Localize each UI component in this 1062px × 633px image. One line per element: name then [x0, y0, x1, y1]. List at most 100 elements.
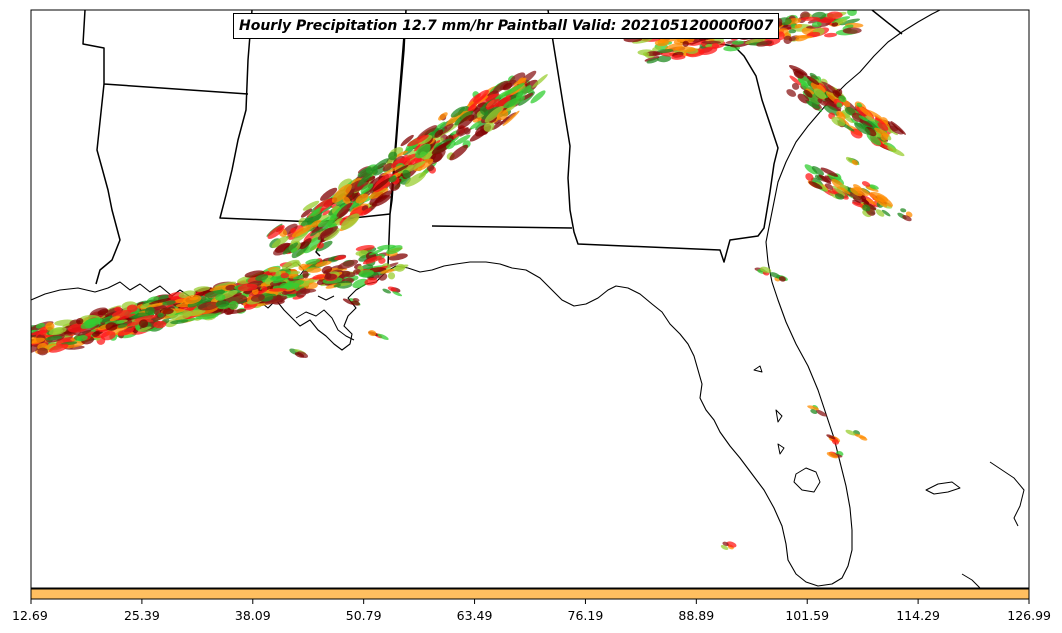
precip-blob: [358, 269, 374, 278]
precip-blob: [811, 21, 822, 28]
precip-blob: [800, 16, 821, 21]
precip-blob: [842, 27, 862, 34]
state-borders: [82, 10, 903, 285]
precip-blob: [138, 319, 149, 328]
precip-blob: [117, 323, 128, 328]
map-frame: [30, 9, 1030, 589]
precip-blob: [272, 277, 288, 284]
precip-blob: [237, 283, 258, 292]
precip-blob: [840, 187, 851, 195]
precip-blob: [162, 300, 176, 306]
precip-blob: [197, 301, 220, 311]
precip-blob: [345, 272, 356, 278]
precip-blob: [809, 72, 818, 80]
precip-blob: [863, 202, 877, 210]
precip-blob: [317, 213, 340, 227]
precip-blob: [756, 40, 773, 47]
precip-blob: [394, 150, 409, 158]
precip-blob: [418, 135, 433, 145]
precip-blob: [195, 313, 219, 320]
precip-blob: [101, 330, 116, 341]
precip-blob: [138, 326, 152, 332]
precip-blob: [352, 268, 361, 275]
precip-blob: [322, 210, 330, 216]
precip-blob: [306, 267, 322, 273]
precip-blob: [331, 183, 352, 203]
precip-blob: [484, 106, 504, 123]
precip-blob: [861, 181, 871, 187]
precip-blob: [225, 284, 236, 291]
precip-blob: [513, 77, 527, 86]
precip-blob: [323, 228, 340, 241]
precip-blob: [157, 312, 164, 318]
precip-blob: [364, 277, 378, 286]
precip-blob: [299, 287, 307, 292]
precip-blob: [321, 265, 333, 274]
colorbar-tick-label: 88.89: [678, 608, 714, 623]
precip-blob: [295, 289, 307, 298]
precip-blob: [368, 330, 377, 337]
precip-blob: [298, 263, 308, 271]
precip-blob: [831, 22, 839, 27]
precip-blob: [48, 326, 67, 336]
precip-blob: [859, 106, 873, 118]
precip-blob: [280, 272, 289, 279]
precip-blob: [45, 322, 55, 331]
precip-blob: [402, 169, 411, 179]
precip-blob: [413, 158, 434, 172]
precip-blob: [797, 93, 810, 104]
precip-blob: [290, 247, 298, 254]
precip-blob: [836, 110, 844, 117]
precip-blob: [77, 329, 92, 336]
precip-blob: [851, 159, 859, 166]
precip-blob: [250, 294, 265, 302]
precip-blob: [722, 541, 729, 547]
precip-blob: [368, 248, 384, 256]
precip-blob: [826, 452, 839, 459]
precip-blob: [532, 74, 548, 88]
precip-blob: [315, 240, 333, 252]
precip-blob: [682, 40, 689, 47]
precip-blob: [303, 236, 321, 254]
precip-blob: [760, 266, 772, 273]
colorbar-tick-label: 12.69: [12, 608, 48, 623]
precip-blob: [450, 106, 466, 118]
precip-blob: [496, 110, 509, 121]
precip-blob: [654, 39, 669, 47]
precip-blob: [807, 405, 819, 411]
precip-blob: [362, 255, 382, 265]
precip-blob: [334, 255, 347, 261]
precip-blob: [97, 308, 109, 316]
precip-blob: [826, 11, 843, 19]
precip-blob: [300, 208, 313, 218]
colorbar-tick-label: 25.39: [124, 608, 160, 623]
precip-blob: [312, 274, 326, 280]
precip-blob: [294, 352, 305, 358]
precip-blob: [652, 46, 662, 52]
precip-blob: [388, 151, 398, 161]
precip-blob: [284, 280, 304, 288]
precip-blob: [816, 181, 829, 192]
precip-blob: [850, 187, 863, 197]
precip-blob: [832, 438, 839, 445]
precip-blob: [657, 55, 672, 63]
precip-blob: [866, 133, 882, 146]
precip-blob: [845, 429, 856, 436]
precip-blob: [45, 335, 63, 341]
precip-blob: [310, 219, 322, 228]
precip-blob: [355, 193, 369, 204]
precip-blob: [869, 191, 889, 203]
precip-blob: [456, 127, 466, 136]
precip-blob: [271, 235, 289, 248]
precip-blob: [805, 88, 815, 95]
precip-blob: [808, 181, 823, 190]
precip-blob: [402, 160, 426, 174]
bahamas: [925, 461, 1025, 588]
precip-blob: [632, 37, 652, 44]
map-title: Hourly Precipitation 12.7 mm/hr Paintbal…: [233, 13, 780, 39]
precip-blob: [873, 197, 887, 208]
precip-blob: [290, 230, 308, 245]
precip-blob: [858, 115, 869, 122]
precip-blob: [302, 270, 309, 279]
precip-blob: [731, 40, 744, 45]
